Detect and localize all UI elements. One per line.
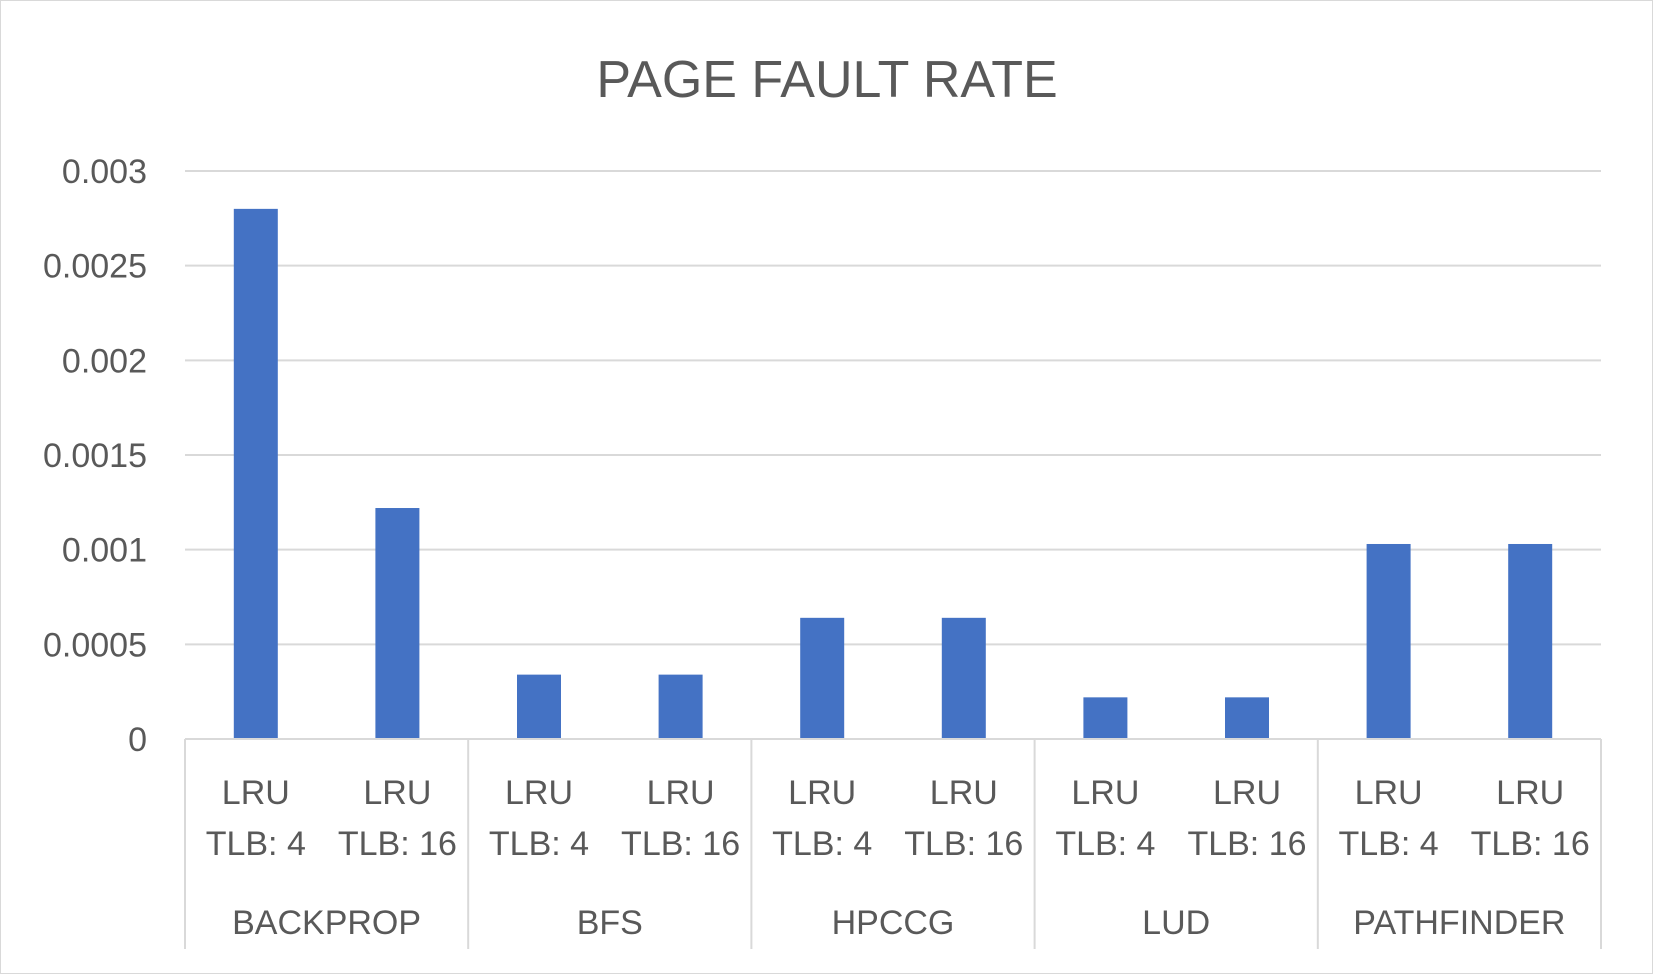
category-label-line1: LRU [1071,774,1139,812]
chart-title: PAGE FAULT RATE [596,51,1057,109]
category-label-line2: TLB: 16 [904,825,1023,863]
group-label: BACKPROP [232,904,421,942]
category-label-line1: LRU [363,774,431,812]
category-label-line1: LRU [788,774,856,812]
category-label-line1: LRU [647,774,715,812]
category-label-line2: TLB: 16 [338,825,457,863]
category-label-line2: TLB: 16 [1471,825,1590,863]
category-label-line2: TLB: 4 [206,825,306,863]
category-label-line2: TLB: 4 [1339,825,1439,863]
category-label-line2: TLB: 4 [489,825,589,863]
category-label-line2: TLB: 16 [1187,825,1306,863]
group-labels: BACKPROP BFS HPCCG LUD PATHFINDER [232,904,1565,942]
gridlines [185,170,1601,646]
category-label-line2: TLB: 4 [772,825,872,863]
y-tick-label: 0.0025 [43,248,147,286]
category-label-line1: LRU [505,774,573,812]
bar [800,617,845,739]
bar [941,617,986,739]
y-tick-label: 0.003 [62,153,147,191]
category-label-line1: LRU [222,774,290,812]
y-tick-label: 0.0015 [43,437,147,475]
bars [233,208,1553,739]
bar [517,674,561,739]
bar [1225,697,1269,739]
bar [233,208,278,739]
y-tick-label: 0.001 [62,532,147,570]
bar [375,508,420,739]
group-label: BFS [577,904,643,942]
y-tick-label: 0 [128,721,147,759]
bar [658,674,703,739]
category-label-line1: LRU [1213,774,1281,812]
category-label-line1: LRU [1496,774,1564,812]
bar [1083,697,1128,739]
bar [1508,543,1553,739]
category-label-line2: TLB: 4 [1055,825,1155,863]
y-tick-label: 0.0005 [43,626,147,664]
category-labels: LRU TLB: 4 LRU TLB: 16 LRU TLB: 4 LRU TLB: 16 LR… [206,774,1590,863]
category-label-line1: LRU [930,774,998,812]
category-label-line2: TLB: 16 [621,825,740,863]
category-label-line1: LRU [1355,774,1423,812]
y-axis-ticks: 0 0.0005 0.001 0.0015 0.002 0.0025 0.003 [43,153,147,759]
group-label: PATHFINDER [1353,904,1565,942]
group-label: HPCCG [832,904,955,942]
bar [1366,543,1411,739]
y-tick-label: 0.002 [62,342,147,380]
x-axis [184,738,1602,949]
group-label: LUD [1142,904,1210,942]
